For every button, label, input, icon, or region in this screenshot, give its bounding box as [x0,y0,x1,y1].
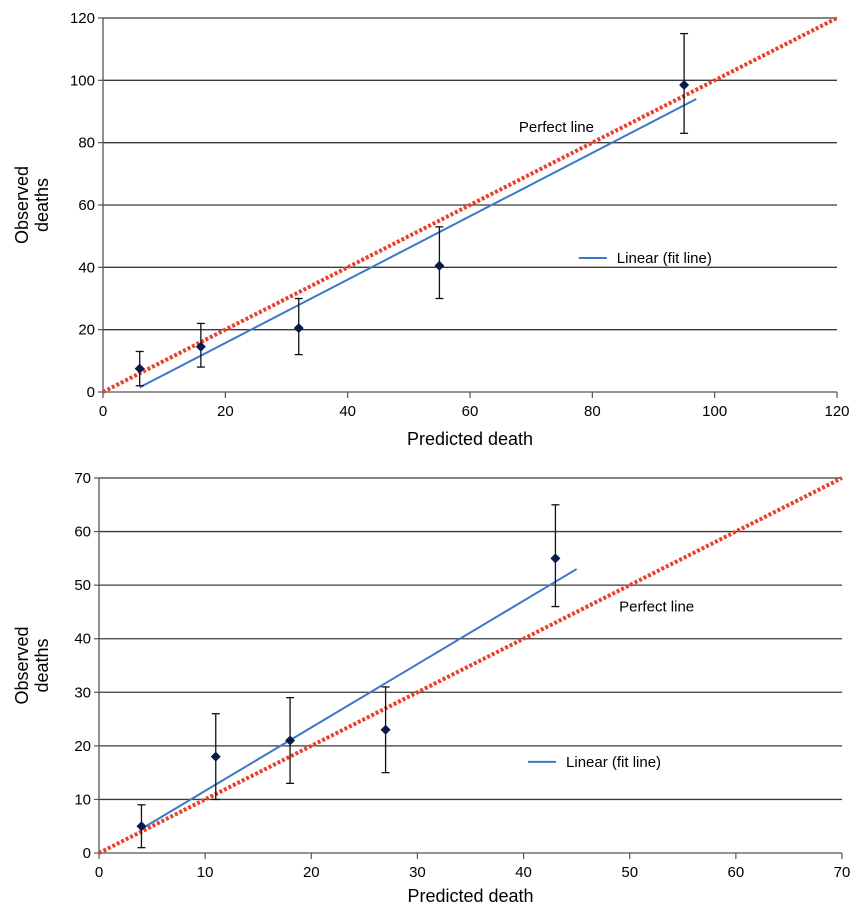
x-axis-title: Predicted death [407,886,533,906]
data-point [136,821,147,832]
x-tick-label: 0 [99,403,107,420]
perfect-line [102,16,838,394]
data-point [134,363,145,374]
fit-line [140,568,578,830]
legend-label: Linear (fit line) [566,754,661,771]
x-tick-label: 80 [584,403,601,420]
data-point [210,751,221,762]
x-tick-label: 70 [834,864,851,881]
y-tick-label: 70 [74,470,91,487]
x-tick-label: 60 [728,864,745,881]
x-tick-label: 120 [824,403,849,420]
y-tick-label: 100 [70,72,95,89]
x-tick-label: 10 [197,864,214,881]
x-tick-label: 60 [462,403,479,420]
x-tick-label: 20 [217,403,234,420]
y-axis-title: Observeddeaths [12,626,52,704]
y-tick-label: 60 [74,524,91,541]
fit-line [139,98,697,389]
y-tick-label: 40 [78,259,95,276]
x-tick-label: 0 [95,864,103,881]
y-axis-title: Observeddeaths [12,166,52,244]
x-tick-label: 100 [702,403,727,420]
annotation-label: Perfect line [519,119,594,136]
annotation-label: Perfect line [619,599,694,616]
y-tick-label: 50 [74,577,91,594]
y-tick-label: 0 [87,384,95,401]
data-point [195,341,206,352]
y-tick-label: 80 [78,135,95,152]
chart-1: 0 20 40 60 80 100 120 0 20 40 60 80 100 120 Perfect li… [12,10,850,449]
x-tick-label: 40 [339,403,356,420]
perfect-line [98,476,843,855]
x-tick-label: 30 [409,864,426,881]
y-tick-label: 120 [70,10,95,27]
y-tick-label: 60 [78,197,95,214]
y-tick-label: 40 [74,631,91,648]
x-axis-title: Predicted death [407,429,533,449]
data-point [285,735,296,746]
chart-2: 0 10 20 30 40 50 60 70 0 10 20 30 40 50 60 70 Perfect li… [12,470,850,906]
y-tick-label: 20 [74,738,91,755]
y-tick-label: 10 [74,791,91,808]
data-point [380,724,391,735]
data-point [679,80,690,91]
data-point [293,323,304,334]
y-tick-label: 0 [83,845,91,862]
x-tick-label: 50 [621,864,638,881]
x-tick-label: 20 [303,864,320,881]
x-tick-label: 40 [515,864,532,881]
y-tick-label: 20 [78,322,95,339]
data-point [550,553,561,564]
legend-label: Linear (fit line) [617,250,712,267]
y-tick-label: 30 [74,684,91,701]
data-point [434,260,445,271]
